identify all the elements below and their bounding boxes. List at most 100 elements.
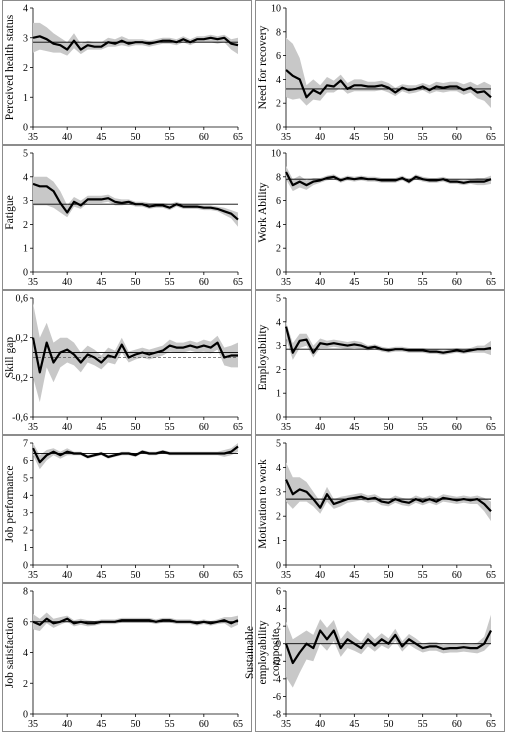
y-tick-label: 0 [276, 268, 281, 279]
y-tick-label: 10 [271, 4, 281, 15]
y-tick-label: 3 [23, 508, 28, 519]
x-tick-label: 50 [384, 719, 394, 730]
y-tick-label: 4 [23, 648, 28, 659]
x-tick-label: 45 [96, 277, 106, 288]
y-tick-label: 6 [23, 617, 28, 628]
y-axis-label-line: Need for recovery [257, 25, 269, 109]
x-tick-label: 50 [131, 422, 141, 433]
panel-2: 0 2 4 6 8 10 35 40 45 50 55 60 65 Need for recovery [255, 0, 505, 145]
y-tick-label: 6 [276, 587, 281, 598]
x-tick-label: 55 [165, 719, 175, 730]
y-tick-label: 8 [276, 27, 281, 38]
x-tick-label: 45 [96, 422, 106, 433]
y-tick-label: -4 [273, 674, 281, 685]
x-tick-label: 65 [486, 719, 496, 730]
y-axis-label-line: Perceived health status [4, 14, 16, 120]
x-tick-label: 50 [384, 422, 394, 433]
panel-frame [255, 145, 505, 290]
series-line [31, 337, 238, 374]
y-tick-label: 2 [276, 365, 281, 376]
x-tick-label: 55 [165, 570, 175, 581]
x-tick-label: 60 [452, 132, 462, 143]
x-tick-label: 55 [165, 277, 175, 288]
x-tick-label: 40 [62, 570, 72, 581]
y-tick-label: 4 [23, 172, 28, 183]
x-tick-label: 65 [486, 277, 496, 288]
x-tick-label: 60 [452, 277, 462, 288]
panel-frame [2, 145, 252, 290]
panel-frame [2, 290, 252, 435]
y-tick-label: 2 [276, 512, 281, 523]
y-axis-label-line: Work Ability [257, 182, 269, 242]
x-tick-label: 55 [165, 422, 175, 433]
series-line [285, 69, 492, 99]
x-tick-label: 65 [486, 132, 496, 143]
x-tick-label: 65 [233, 132, 243, 143]
panel-frame [2, 435, 252, 583]
y-tick-label: 1 [276, 536, 281, 547]
x-tick-label: 50 [384, 277, 394, 288]
x-tick-label: 65 [233, 277, 243, 288]
y-axis-label-line: Motivation to work [257, 459, 269, 549]
series-line [284, 629, 492, 665]
panel-frame [2, 0, 252, 145]
x-tick-label: 55 [418, 277, 428, 288]
confidence-band [286, 37, 491, 108]
x-tick-label: 35 [28, 277, 38, 288]
x-tick-label: 65 [486, 570, 496, 581]
y-tick-label: 2 [23, 220, 28, 231]
x-tick-label: 65 [233, 570, 243, 581]
x-tick-label: 45 [349, 719, 359, 730]
y-tick-label: 1 [23, 543, 28, 554]
y-tick-label: 2 [23, 526, 28, 537]
y-axis-label-line: Fatigue [4, 195, 16, 230]
x-tick-label: 55 [418, 570, 428, 581]
x-tick-label: 45 [349, 422, 359, 433]
y-axis-label: Job performance [4, 466, 16, 543]
x-tick-label: 50 [131, 277, 141, 288]
x-tick-label: 35 [281, 277, 291, 288]
x-tick-label: 55 [418, 132, 428, 143]
y-axis-label: Sustainableemployabilitycomposite [244, 620, 282, 684]
y-tick-label: -0,2 [12, 373, 28, 384]
series-line [285, 479, 492, 513]
y-tick-label: 2 [276, 244, 281, 255]
confidence-band [286, 321, 491, 360]
y-axis-label-line: Job satisfaction [4, 617, 16, 688]
y-tick-label: 6 [276, 196, 281, 207]
y-axis-label-line: employability [257, 620, 269, 684]
y-axis-label: Job satisfaction [4, 617, 16, 688]
y-tick-label: 5 [23, 149, 28, 160]
y-axis-label-line: Skill gap [4, 337, 16, 378]
x-tick-label: 50 [131, 719, 141, 730]
x-tick-label: 40 [315, 132, 325, 143]
x-tick-label: 55 [165, 132, 175, 143]
y-tick-label: 2 [276, 99, 281, 110]
y-tick-label: 0 [276, 561, 281, 572]
y-tick-label: 2 [23, 63, 28, 74]
y-tick-label: 3 [276, 341, 281, 352]
x-tick-label: 45 [349, 132, 359, 143]
x-tick-label: 60 [199, 570, 209, 581]
series-line [32, 35, 239, 51]
y-tick-label: 0 [23, 561, 28, 572]
y-tick-label: 0,2 [16, 333, 29, 344]
x-tick-label: 35 [281, 570, 291, 581]
y-tick-label: 4 [23, 491, 28, 502]
y-tick-label: 4 [276, 604, 281, 615]
y-tick-label: 0 [23, 268, 28, 279]
panel-frame [2, 583, 252, 732]
y-tick-label: 1 [23, 244, 28, 255]
y-tick-label: 0 [23, 123, 28, 134]
x-tick-label: 60 [199, 277, 209, 288]
y-tick-label: 8 [23, 587, 28, 598]
x-tick-label: 40 [62, 422, 72, 433]
x-tick-label: 65 [233, 422, 243, 433]
y-axis-label-line: composite [270, 629, 282, 676]
series-line [32, 182, 239, 221]
x-tick-label: 40 [315, 277, 325, 288]
y-tick-label: 4 [276, 220, 281, 231]
